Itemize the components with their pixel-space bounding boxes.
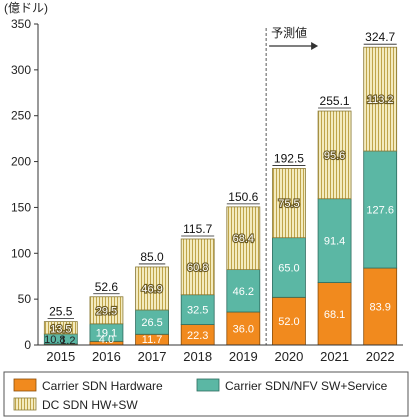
bar-value-label: 22.3 [187,330,208,342]
x-tick-label: 2019 [229,349,258,364]
bar-segment-dc [226,206,261,271]
bar-segment-dc [135,266,169,311]
bar-total-label: 150.6 [228,190,258,204]
bar-segment-dc [89,296,124,325]
unit-label: (億ドル) [4,1,48,15]
bar-total-label: 25.5 [49,305,73,319]
bar-value-label: 29.5 [96,305,117,317]
bar-segment-carrier-hw [317,282,352,346]
legend-label-carrier-hw: Carrier SDN Hardware [42,379,163,393]
y-tick-label: 300 [11,63,31,77]
bar-total-label: 115.7 [183,222,212,236]
bar-total-label: 85.0 [140,250,164,264]
bar-segment-dc [363,46,398,152]
x-tick-label: 2016 [92,349,121,364]
bar-value-label: 52.0 [278,316,299,328]
bar-value-label: 4.0 [99,334,114,346]
bar-value-label: 113.2 [367,94,394,106]
bar-segment-dc [272,168,306,239]
bar-value-label: 91.4 [324,236,345,248]
forecast-label: 予測値 [271,25,307,40]
bar-value-label: 83.9 [369,302,390,314]
bar-segment-carrier-sw [180,294,215,325]
legend-swatch-carrier-sw [196,378,220,392]
bar-total-label: 255.1 [320,94,350,108]
bar-value-label: 60.8 [187,262,208,274]
bar-segment-carrier-hw [272,296,306,346]
bar-value-label: 75.5 [278,198,299,210]
bars: 1.210.813.5 25.5 4.019.1 29.5 52.6 11.7 26.5 46… [43,30,398,347]
bar-value-label: 26.5 [141,317,162,329]
bar-segment-dc [180,238,215,296]
y-tick-label: 250 [11,109,31,123]
bar-value-label: 46.2 [233,286,254,298]
x-axis: 2015 2016 2017 2018 2019 2020 2021 2022 [38,344,403,364]
bar-segment-carrier-sw [272,237,306,298]
x-tick-label: 2020 [274,349,303,364]
y-tick-label: 150 [11,200,31,214]
y-tick-label: 100 [11,246,31,260]
y-tick-label: 50 [18,292,32,306]
bar-segment-carrier-sw [226,269,261,313]
forecast-arrow-head [311,42,319,50]
bar-value-label: 68.4 [233,233,254,245]
bar-value-label: 1.2 [60,335,75,347]
bar-value-label: 95.6 [324,150,345,162]
bar-segment-carrier-sw [135,309,169,335]
legend-label-dc: DC SDN HW+SW [42,398,138,412]
bar-value-label: 65.0 [278,263,299,275]
x-tick-label: 2017 [138,349,167,364]
y-tick-label: 200 [11,155,31,169]
x-tick-label: 2015 [46,349,75,364]
y-tick-label: 0 [24,338,31,352]
y-tick-label: 350 [11,17,31,31]
x-tick-label: 2022 [366,349,395,364]
bar-value-label: 32.5 [187,305,208,317]
bar-value-label: 11.7 [142,334,163,346]
bar-value-label: 10.8 [44,334,65,346]
bar-value-label: 127.6 [366,205,394,217]
x-tick-label: 2018 [183,349,212,364]
bar-value-label: 13.5 [50,324,71,336]
bar-value-label: 19.1 [96,328,117,340]
bar-value-label: 68.1 [324,309,345,321]
bar-segment-dc [317,110,352,200]
legend-label-carrier-sw: Carrier SDN/NFV SW+Service [225,379,388,393]
bar-value-label: 36.0 [233,323,254,335]
bar-value-label: 46.9 [141,283,162,295]
bar-segment-carrier-sw [317,198,352,283]
bar-segment-dc [43,321,78,335]
bar-total-label: 192.5 [274,151,304,165]
bar-segment-carrier-sw [363,150,398,269]
legend-swatch-carrier-hw [13,378,37,392]
legend: Carrier SDN Hardware Carrier SDN/NFV SW+… [3,371,409,417]
forecast-marker: 予測値 [265,25,319,345]
legend-swatch-dc [13,397,37,411]
x-tick-label: 2021 [320,349,349,364]
y-axis: 0 50 100 150 200 250 300 350 [11,17,39,352]
bar-total-label: 324.7 [365,30,395,44]
bar-segment-carrier-hw [363,267,398,346]
bar-total-label: 52.6 [95,280,119,294]
